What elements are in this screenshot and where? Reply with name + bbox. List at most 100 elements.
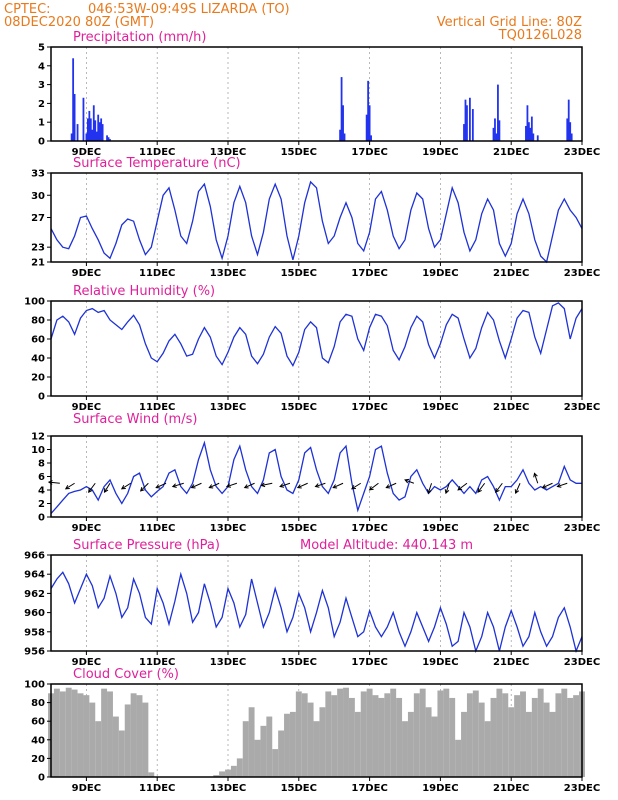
x-tick-label: 21DEC [493,147,529,158]
precip-bar [86,118,89,141]
y-tick-label: 0 [38,392,45,403]
x-tick-label: 17DEC [351,147,387,158]
cloud-bar [567,697,574,777]
cloud-bar [254,739,261,777]
y-tick-label: 966 [24,551,45,562]
x-tick-label: 13DEC [210,268,246,279]
cloud-bar [130,693,137,777]
precip-bar [529,127,532,141]
wind-arrow [477,482,486,493]
y-tick-label: 12 [31,432,45,443]
wind-arrow [351,482,362,490]
cloud-bar [236,758,243,777]
precip-bar [70,133,73,141]
wind-arrow [386,482,397,489]
panel-4: 0 2 4 6 8 10 12 9DEC 11DEC 13DEC 15DEC 17DEC 19DEC 21… [31,412,600,534]
cloud-bar [573,695,580,777]
x-tick-label: 11DEC [139,523,175,534]
precip-bar [88,110,91,141]
y-tick-label: 4 [38,61,45,72]
wind-arrowhead [541,484,547,489]
precip-bar [101,124,104,141]
wind-arrow [297,482,308,489]
wind-arrowhead [225,483,231,488]
cloud-bar [95,721,102,777]
panel-title: Relative Humidity (%) [73,284,215,299]
precip-bar [85,133,88,141]
y-tick-label: 5 [38,43,45,54]
cloud-bar [278,730,285,777]
panel-title: Cloud Cover (%) [73,667,179,682]
wind-arrow [88,482,96,493]
wind-arrowhead [495,488,500,493]
x-tick-label: 15DEC [281,268,317,279]
y-tick-label: 958 [24,627,45,638]
x-tick-label: 13DEC [210,402,246,413]
wind-arrow [495,482,503,493]
precip-bar [100,118,103,141]
cloud-bar [260,725,267,777]
panel-frame [50,554,583,652]
x-tick-label: 9DEC [72,147,101,158]
header-date: 08DEC2020 80Z (GMT) [4,15,154,30]
panel-6: 0 20 40 60 80 100 9DEC 11DEC 13DEC 15DEC 17DEC 19DE… [24,667,600,794]
panel-1: 0 1 2 3 4 5 9DEC 11DEC 13DEC 15DEC 17DEC 19DEC 21DEC… [38,30,600,158]
y-tick-label: 27 [31,213,45,224]
panel-title: Surface Wind (m/s) [73,412,197,427]
y-tick-label: 21 [31,258,45,269]
precip-bar [91,129,94,141]
cloud-bar [490,697,497,777]
cloud-bar [496,688,503,777]
cloud-bar [514,695,521,777]
y-tick-label: 6 [38,472,45,483]
precip-bar [95,131,98,141]
x-tick-label: 15DEC [281,147,317,158]
x-tick-label: 19DEC [422,783,458,794]
cloud-bar [449,697,456,777]
wind-arrowhead [533,472,538,478]
precip-bar [109,139,111,141]
cloud-bar [71,689,78,777]
wind-arrow [261,482,273,486]
cloud-bar [225,769,231,777]
x-tick-label: 11DEC [139,147,175,158]
cloud-bar [525,711,532,777]
y-tick-label: 960 [24,608,45,619]
precip-bar [82,97,85,141]
wind-arrowhead [457,485,463,491]
wind-arrowhead [404,478,410,484]
wind-arrow [155,482,167,489]
precip-bar [536,135,539,141]
precip-bar [370,135,372,141]
y-tick-label: 0 [38,773,45,784]
precip-bar [72,58,75,141]
wind-arrow [445,483,450,494]
cloud-bar [419,688,426,777]
panel-3: 0 20 40 60 80 100 9DEC 11DEC 13DEC 15DEC 17DEC 19DE… [24,284,600,413]
x-tick-label: 17DEC [351,268,387,279]
x-tick-label: 23DEC [564,523,600,534]
x-tick-label: 13DEC [210,147,246,158]
x-tick-label: 13DEC [210,657,246,668]
wind-arrow [427,483,433,494]
panel-frame [50,435,583,518]
wind-arrowhead [477,488,482,493]
wind-arrowhead [208,484,214,489]
x-tick-label: 15DEC [281,783,317,794]
y-tick-label: 956 [24,647,45,658]
series-line [50,571,583,654]
wind-arrow [104,482,111,493]
x-tick-label: 19DEC [422,147,458,158]
x-tick-label: 15DEC [281,402,317,413]
y-tick-label: 10 [31,445,45,456]
series-line [50,440,582,515]
cloud-bar [378,697,385,777]
precip-bar [466,105,468,141]
x-tick-label: 19DEC [422,268,458,279]
x-tick-label: 9DEC [72,402,101,413]
cloud-bar [396,697,403,777]
cloud-bar [402,721,408,777]
wind-arrowhead [103,488,109,493]
cloud-bar [107,691,113,777]
